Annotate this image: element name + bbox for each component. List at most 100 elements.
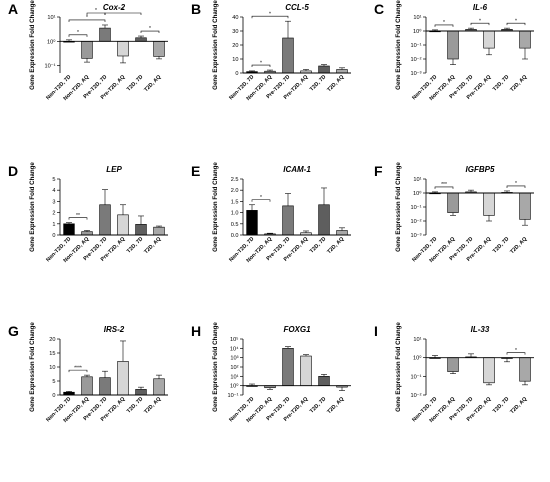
y-axis-label: Gene Expression Fold Change [212, 162, 219, 252]
x-tick-label: T2D, AQ [509, 74, 528, 93]
significance-bracket [68, 19, 106, 22]
bar [117, 361, 129, 396]
panel-i: I IL-33 Gene Expression Fold Change 10¹ 10⁰ 1… [374, 322, 534, 424]
bar [81, 231, 93, 236]
bar [282, 37, 294, 74]
bar [282, 348, 294, 386]
x-tick-label: T2D, AQ [326, 74, 345, 93]
significance-label: * [479, 18, 481, 24]
x-tick-label: T2D, 7D [126, 396, 145, 415]
panel-h: H FOXG1 Gene Expression Fold Change 10⁵ 10⁴ 1… [191, 322, 351, 424]
panel-letter: C [374, 1, 384, 17]
y-tick-label: 10¹ [413, 177, 421, 183]
panel-letter: D [8, 163, 18, 179]
significance-bracket [506, 185, 526, 188]
panel-a: A Cox-2 Gene Expression Fold Change 10¹ 10⁰ 1… [8, 0, 168, 102]
y-tick-label: 10¹ [413, 15, 421, 21]
y-tick-label: 5 [52, 379, 55, 385]
bar [63, 223, 75, 236]
significance-bracket [68, 34, 88, 37]
bar [153, 41, 165, 57]
y-axis-label: Gene Expression Fold Change [29, 322, 36, 412]
bar [483, 357, 495, 384]
significance-bracket [68, 217, 88, 220]
y-tick-label: 5 [52, 177, 55, 183]
y-tick-label: 20 [232, 43, 238, 49]
y-tick-label: 10⁻¹ [227, 393, 238, 399]
significance-label: **** [74, 365, 82, 371]
y-tick-label: 10 [49, 365, 55, 371]
y-tick-label: 1 [52, 222, 55, 228]
x-tick-label: T2D, AQ [326, 236, 345, 255]
y-axis-label: Gene Expression Fold Change [395, 0, 402, 90]
bar [336, 230, 348, 236]
chart-title: IGFBP5 [466, 165, 495, 174]
y-tick-label: 0 [235, 71, 238, 77]
bar [318, 204, 330, 236]
significance-label: * [77, 30, 79, 36]
y-tick-label: 10⁻³ [410, 233, 421, 239]
chart-title: IL-6 [473, 3, 488, 12]
y-tick-label: 0 [52, 233, 55, 239]
significance-label: * [149, 26, 151, 32]
bar [447, 192, 459, 213]
y-tick-label: 10⁰ [413, 355, 422, 362]
y-tick-label: 10⁻¹ [410, 205, 421, 211]
panel-letter: H [191, 323, 201, 339]
x-tick-label: T2D, 7D [492, 74, 511, 93]
significance-label: * [443, 20, 445, 26]
bar [153, 226, 165, 236]
chart-title: IRS-2 [104, 325, 125, 334]
significance-label: ** [76, 213, 80, 219]
y-axis-label: Gene Expression Fold Change [29, 0, 36, 90]
bar [135, 224, 147, 236]
y-axis-label: Gene Expression Fold Change [395, 162, 402, 252]
x-tick-label: T2D, 7D [309, 236, 328, 255]
x-tick-label: T2D, 7D [309, 396, 328, 415]
bar [447, 357, 459, 372]
bar [318, 65, 330, 74]
y-axis-label: Gene Expression Fold Change [29, 162, 36, 252]
bar [135, 389, 147, 396]
y-tick-label: 0.5 [231, 222, 239, 228]
x-tick-label: T2D, 7D [126, 236, 145, 255]
y-tick-label: 10² [230, 365, 238, 371]
x-tick-label: T2D, 7D [492, 396, 511, 415]
significance-bracket [506, 352, 526, 355]
bar [117, 41, 129, 57]
chart-title: IL-33 [471, 325, 490, 334]
y-axis-label: Gene Expression Fold Change [395, 322, 402, 412]
chart-title: LEP [106, 165, 122, 174]
significance-label: * [260, 195, 262, 201]
y-tick-label: 2 [52, 211, 55, 217]
y-tick-label: 20 [49, 337, 55, 343]
bar [519, 30, 531, 49]
y-tick-label: 2.5 [231, 177, 239, 183]
significance-bracket [434, 24, 454, 27]
y-axis-label: Gene Expression Fold Change [212, 0, 219, 90]
y-tick-label: 10⁰ [230, 383, 239, 390]
y-tick-label: 10⁻¹ [410, 374, 421, 380]
x-tick-label: T2D, AQ [143, 236, 162, 255]
y-tick-label: 10⁻¹ [44, 64, 55, 70]
panel-f: F IGFBP5 Gene Expression Fold Change 10¹ 10⁰… [374, 162, 534, 264]
panel-letter: I [374, 323, 378, 339]
bar [99, 204, 111, 236]
x-tick-label: T2D, AQ [326, 396, 345, 415]
x-tick-label: T2D, AQ [143, 396, 162, 415]
x-tick-label: T2D, AQ [143, 74, 162, 93]
y-tick-label: 0 [52, 393, 55, 399]
panel-e: E ICAM-1 Gene Expression Fold Change 0.0 0.5… [191, 162, 351, 264]
bar [135, 37, 147, 42]
significance-label: * [95, 8, 97, 14]
bar [483, 192, 495, 216]
significance-label: * [515, 181, 517, 187]
panel-letter: E [191, 163, 200, 179]
significance-label: * [260, 60, 262, 66]
x-tick-label: T2D, 7D [492, 236, 511, 255]
significance-label: * [515, 348, 517, 354]
chart-title: ICAM-1 [283, 165, 311, 174]
panel-g: G IRS-2 Gene Expression Fold Change 0 5 10 15 2… [8, 322, 168, 424]
y-tick-label: 0.0 [231, 233, 239, 239]
